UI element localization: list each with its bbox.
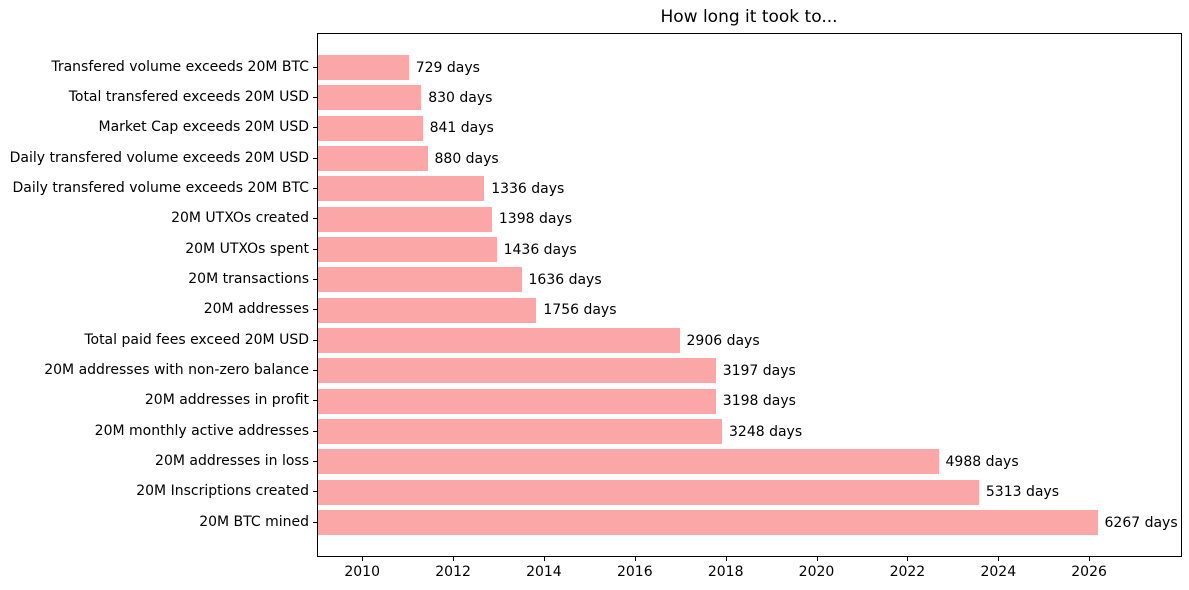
x-tick-mark <box>634 557 636 561</box>
bar-value-label: 1636 days <box>528 271 602 288</box>
x-tick-label: 2024 <box>980 564 1017 580</box>
y-axis-label: 20M UTXOs spent <box>185 240 309 257</box>
y-tick-mark <box>313 400 317 402</box>
bar-value-label: 3197 days <box>722 362 796 379</box>
bar <box>318 358 716 384</box>
y-tick-mark <box>313 491 317 493</box>
y-tick-mark <box>313 339 317 341</box>
bar <box>318 267 522 293</box>
y-axis-label: 20M UTXOs created <box>171 210 309 227</box>
bar <box>318 85 422 111</box>
y-tick-mark <box>313 369 317 371</box>
x-tick-mark <box>907 557 909 561</box>
y-tick-mark <box>313 521 317 523</box>
y-tick-mark <box>313 66 317 68</box>
bar <box>318 388 716 414</box>
y-tick-mark <box>313 430 317 432</box>
chart-title: How long it took to... <box>660 7 838 27</box>
bar-value-label: 3248 days <box>729 423 803 440</box>
y-tick-mark <box>313 127 317 129</box>
bar <box>318 419 722 444</box>
bar-value-label: 880 days <box>434 150 499 167</box>
bar-value-label: 4988 days <box>945 453 1019 470</box>
bar <box>318 55 409 80</box>
bar-value-label: 1398 days <box>498 211 573 228</box>
plot-area: 729 days 830 days 841 days 880 days 1336 day… <box>317 33 1182 557</box>
y-axis-label: Daily transfered volume exceeds 20M BTC <box>12 179 309 196</box>
y-axis-label: Total paid fees exceed 20M USD <box>84 331 309 348</box>
bar-value-label: 2906 days <box>686 332 760 349</box>
bar-value-label: 5313 days <box>985 484 1060 501</box>
bar <box>318 510 1098 535</box>
x-tick-label: 2012 <box>435 564 471 580</box>
x-tick-label: 2014 <box>526 564 562 580</box>
y-axis-label: Total transfered exceeds 20M USD <box>68 88 309 105</box>
y-tick-mark <box>313 218 317 220</box>
y-tick-mark <box>313 248 317 250</box>
bar <box>318 449 939 475</box>
y-tick-mark <box>313 157 317 159</box>
y-axis-label: 20M addresses <box>203 301 309 318</box>
y-axis-label: 20M monthly active addresses <box>94 422 309 439</box>
x-tick-mark <box>453 557 455 561</box>
bar-value-label: 729 days <box>415 59 480 76</box>
bar <box>318 115 423 141</box>
bar <box>318 297 537 323</box>
y-tick-mark <box>313 309 317 311</box>
y-axis-label: Daily transfered volume exceeds 20M USD <box>9 149 309 166</box>
y-axis-label: 20M addresses in profit <box>144 392 309 409</box>
y-axis-label: 20M transactions <box>188 270 309 287</box>
bar-value-label: 1436 days <box>503 241 577 258</box>
y-axis-label: 20M addresses in loss <box>155 452 309 469</box>
y-axis-label: 20M Inscriptions created <box>136 483 309 500</box>
x-tick-label: 2020 <box>798 564 835 580</box>
x-tick-mark <box>1089 557 1091 561</box>
x-tick-label: 2026 <box>1071 564 1107 580</box>
x-tick-mark <box>362 557 364 561</box>
y-tick-mark <box>313 278 317 280</box>
bar-value-label: 3198 days <box>722 393 796 410</box>
y-axis-label: Transfered volume exceeds 20M BTC <box>51 58 309 75</box>
bar <box>318 176 485 202</box>
y-axis-label: Market Cap exceeds 20M USD <box>98 119 310 136</box>
x-tick-mark <box>816 557 818 561</box>
bar-value-label: 1756 days <box>543 302 617 319</box>
bar <box>318 206 492 232</box>
bar-value-label: 830 days <box>428 89 493 106</box>
y-tick-mark <box>313 187 317 189</box>
bar-value-label: 6267 days <box>1104 514 1178 531</box>
bar-value-label: 841 days <box>429 120 494 137</box>
x-tick-label: 2022 <box>889 564 926 580</box>
y-tick-mark <box>313 460 317 462</box>
y-axis-label: 20M BTC mined <box>199 513 309 530</box>
bar <box>318 479 979 505</box>
x-tick-label: 2010 <box>344 564 380 580</box>
bar <box>318 237 497 262</box>
y-tick-mark <box>313 96 317 98</box>
x-tick-mark <box>725 557 727 561</box>
x-tick-label: 2016 <box>616 564 653 580</box>
x-tick-mark <box>998 557 1000 561</box>
x-tick-label: 2018 <box>707 564 744 580</box>
bar <box>318 146 428 171</box>
bar <box>318 328 680 353</box>
bar-value-label: 1336 days <box>491 180 565 197</box>
y-axis-label: 20M addresses with non-zero balance <box>44 361 309 378</box>
x-tick-mark <box>543 557 545 561</box>
